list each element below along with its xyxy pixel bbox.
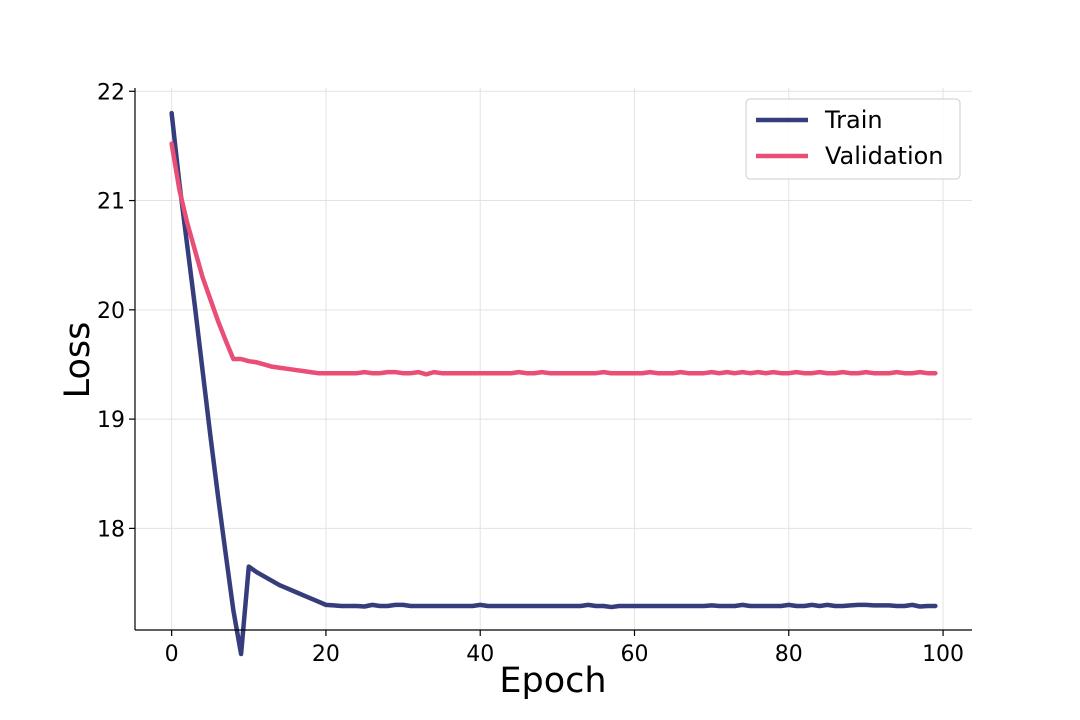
legend-label-validation: Validation bbox=[825, 142, 944, 170]
y-tick-label: 18 bbox=[97, 517, 125, 542]
legend-label-train: Train bbox=[824, 106, 883, 134]
y-tick-label: 19 bbox=[97, 408, 125, 433]
x-tick-label: 100 bbox=[922, 642, 964, 667]
axes: 0 20 40 60 80 100 18 19 20 21 22 bbox=[97, 80, 972, 667]
series-line-validation bbox=[169, 141, 938, 377]
x-axis-title: Epoch bbox=[499, 661, 606, 701]
x-tick-label: 40 bbox=[466, 642, 494, 667]
x-tick-label: 20 bbox=[312, 642, 340, 667]
y-tick-label: 22 bbox=[97, 80, 125, 105]
y-axis-title: Loss bbox=[58, 322, 98, 399]
plot-area bbox=[169, 110, 938, 657]
y-tick-label: 20 bbox=[97, 299, 125, 324]
series-line-train bbox=[169, 110, 938, 657]
x-tick-label: 80 bbox=[775, 642, 803, 667]
x-tick-label: 60 bbox=[621, 642, 649, 667]
y-tick-label: 21 bbox=[97, 190, 125, 215]
legend: Train Validation bbox=[745, 98, 961, 180]
x-tick-label: 0 bbox=[165, 642, 179, 667]
